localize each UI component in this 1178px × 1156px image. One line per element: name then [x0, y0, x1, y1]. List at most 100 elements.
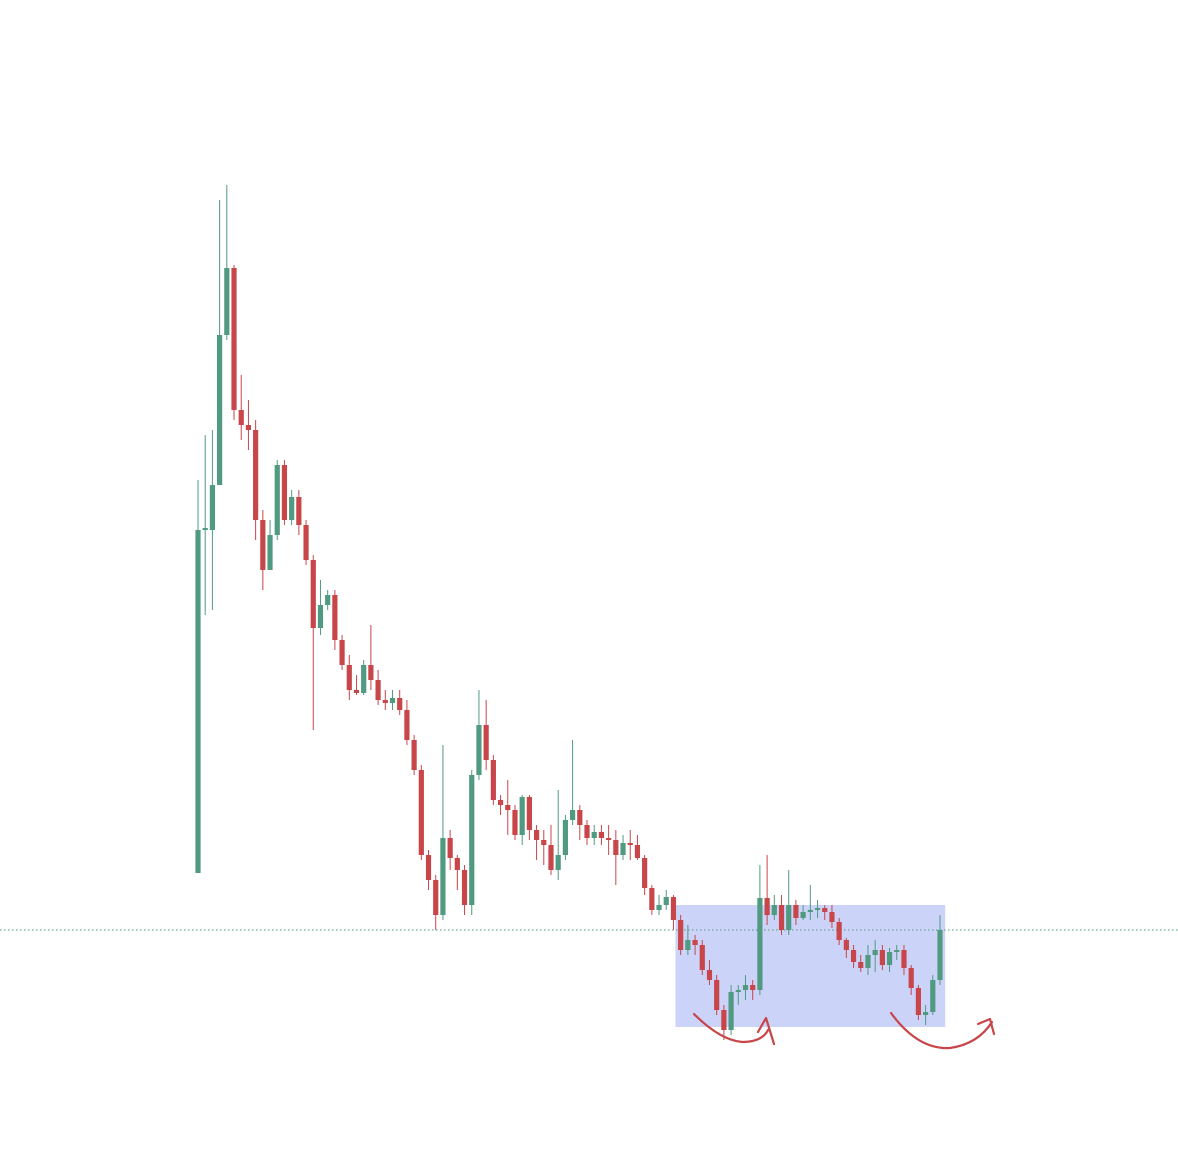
candle-body [714, 980, 720, 1010]
candle-body [447, 838, 453, 858]
arrow-head [756, 1016, 776, 1046]
candle-body [901, 950, 907, 968]
candle-body [209, 485, 216, 530]
candle-body [274, 465, 280, 535]
curve-arrow [692, 1012, 770, 1044]
candle-body [620, 843, 626, 855]
candle-layer [195, 185, 943, 1040]
candle-body [750, 985, 756, 990]
candle-body [224, 268, 230, 335]
candle-body [872, 950, 878, 955]
candle-body [526, 797, 532, 830]
candle-body [634, 845, 641, 858]
candle-body [332, 595, 338, 640]
candle-body [793, 905, 799, 918]
candle-body [908, 968, 914, 988]
candle-body [570, 810, 576, 820]
range-zone [675, 905, 946, 1027]
candle-body [361, 665, 367, 693]
candle-body [461, 870, 468, 905]
candle-body [353, 690, 360, 693]
candle-body [281, 465, 288, 520]
candle-body [238, 410, 244, 425]
candle-body [670, 897, 677, 920]
candle-body [541, 840, 547, 845]
candle-body [411, 740, 417, 770]
candle-body [613, 840, 619, 855]
candle-body [858, 962, 864, 968]
candle-body [865, 955, 871, 968]
candle-body [195, 530, 201, 873]
candle-body [930, 980, 936, 1012]
candle-body [454, 858, 460, 870]
candle-body [915, 988, 921, 1015]
candle-body [606, 838, 612, 840]
candle-body [663, 897, 669, 905]
candle-body [505, 805, 511, 810]
candle-body [533, 830, 540, 840]
candle-body [721, 1010, 727, 1030]
candle-body [886, 952, 893, 965]
candle-body [389, 698, 396, 703]
candle-body [418, 770, 424, 855]
candle-body [591, 832, 597, 838]
candle-body [555, 855, 561, 870]
candle-body [497, 800, 504, 805]
candle-body [440, 838, 446, 915]
candle-body [850, 950, 857, 962]
candle-body [843, 940, 849, 950]
candle-body [771, 905, 777, 915]
candle-body [483, 725, 489, 760]
candle-body [217, 335, 223, 485]
candle-body [490, 760, 496, 800]
candle-body [807, 910, 813, 912]
candle-body [692, 940, 698, 945]
candle-body [836, 922, 842, 940]
candle-body [425, 855, 432, 880]
candle-body [346, 665, 352, 690]
arrow-head [976, 1017, 996, 1036]
candle-body [922, 1012, 929, 1015]
candle-body [786, 905, 792, 930]
candle-body [699, 945, 705, 970]
candle-body [339, 640, 345, 665]
candle-body [735, 990, 741, 992]
candle-body [627, 843, 633, 845]
candle-body [728, 992, 734, 1030]
candle-body [894, 950, 900, 952]
curve-arrow [889, 1011, 994, 1050]
candle-body [879, 950, 885, 965]
candle-body [519, 797, 525, 835]
candle-body [577, 810, 583, 825]
candle-body [678, 920, 684, 950]
candle-body [800, 912, 806, 918]
candle-body [202, 528, 208, 530]
candle-body [562, 820, 568, 855]
candle-body [512, 810, 518, 835]
candle-body [598, 832, 605, 838]
candle-body [469, 775, 475, 905]
candle-body [548, 845, 554, 870]
candle-body [317, 605, 324, 628]
candle-body [706, 970, 713, 980]
candle-body [260, 520, 266, 570]
candle-body [325, 595, 331, 605]
candle-body [310, 560, 316, 628]
candle-body [289, 497, 295, 520]
candle-body [303, 525, 309, 560]
annotation-layer [692, 1011, 996, 1050]
candle-body [231, 268, 237, 410]
candle-body [375, 680, 381, 700]
candle-body [397, 698, 403, 710]
candle-body [584, 825, 590, 838]
candle-body [757, 898, 763, 990]
candle-body [814, 908, 821, 910]
candle-body [742, 985, 749, 990]
zone-layer [675, 905, 946, 1027]
candle-body [649, 888, 655, 910]
candle-body [822, 908, 828, 912]
candle-body [656, 905, 662, 910]
candle-body [245, 425, 252, 430]
